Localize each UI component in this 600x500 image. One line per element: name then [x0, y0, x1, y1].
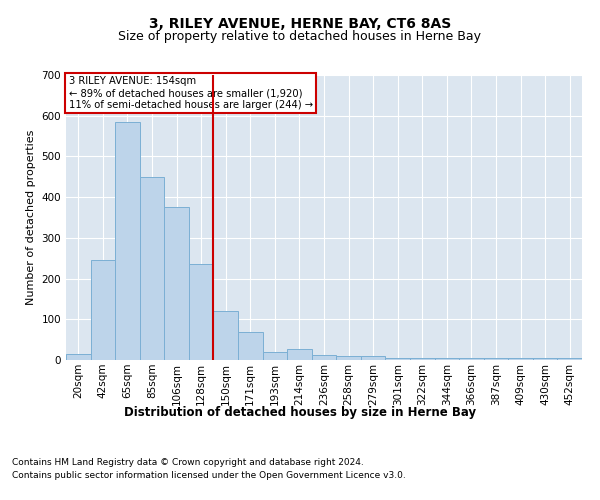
Text: 3 RILEY AVENUE: 154sqm
← 89% of detached houses are smaller (1,920)
11% of semi-: 3 RILEY AVENUE: 154sqm ← 89% of detached…	[68, 76, 313, 110]
Bar	[410, 358, 434, 360]
Bar	[312, 355, 336, 360]
Text: Size of property relative to detached houses in Herne Bay: Size of property relative to detached ho…	[119, 30, 482, 43]
Bar	[484, 358, 508, 360]
Text: Contains HM Land Registry data © Crown copyright and database right 2024.: Contains HM Land Registry data © Crown c…	[12, 458, 364, 467]
Text: 3, RILEY AVENUE, HERNE BAY, CT6 8AS: 3, RILEY AVENUE, HERNE BAY, CT6 8AS	[149, 18, 451, 32]
Bar	[287, 348, 312, 360]
Bar	[91, 260, 115, 360]
Bar	[459, 358, 484, 360]
Bar	[214, 311, 238, 360]
Bar	[508, 358, 533, 360]
Y-axis label: Number of detached properties: Number of detached properties	[26, 130, 36, 305]
Bar	[140, 177, 164, 360]
Bar	[115, 122, 140, 360]
Bar	[164, 208, 189, 360]
Bar	[434, 358, 459, 360]
Bar	[238, 332, 263, 360]
Bar	[189, 264, 214, 360]
Bar	[263, 352, 287, 360]
Bar	[533, 358, 557, 360]
Bar	[361, 356, 385, 360]
Bar	[385, 358, 410, 360]
Bar	[66, 354, 91, 360]
Text: Distribution of detached houses by size in Herne Bay: Distribution of detached houses by size …	[124, 406, 476, 419]
Bar	[336, 356, 361, 360]
Bar	[557, 358, 582, 360]
Text: Contains public sector information licensed under the Open Government Licence v3: Contains public sector information licen…	[12, 472, 406, 480]
